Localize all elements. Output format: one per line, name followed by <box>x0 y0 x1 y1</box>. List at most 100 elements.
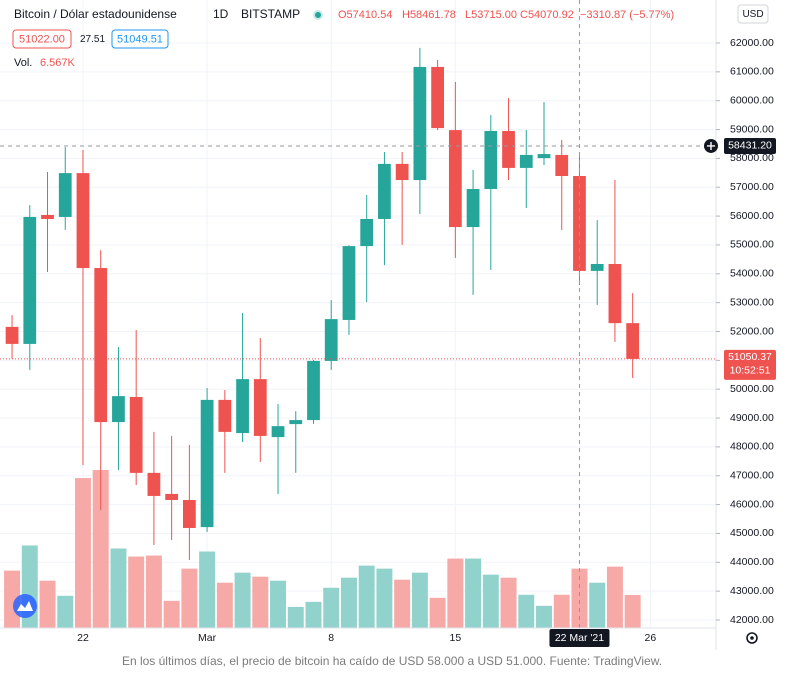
volume-bar <box>553 594 570 628</box>
y-tick-label: 49000.00 <box>730 412 774 424</box>
crosshair-date-tag <box>549 629 610 647</box>
volume-bar <box>340 577 357 628</box>
volume-bar <box>92 470 109 628</box>
candle-body <box>5 326 19 344</box>
volume-bar <box>110 548 127 628</box>
x-tick-label: 26 <box>645 632 657 644</box>
y-tick-label: 52000.00 <box>730 325 774 337</box>
y-tick-label: 54000.00 <box>730 268 774 280</box>
volume-bar <box>394 579 411 628</box>
logo-glyph <box>17 601 33 611</box>
volume-bar <box>270 580 287 628</box>
volume-bar <box>624 594 641 628</box>
candle-body <box>555 154 569 176</box>
volume-bar <box>287 606 304 628</box>
candle-body <box>519 154 533 168</box>
candle-body <box>608 263 622 324</box>
candle-body <box>626 323 640 359</box>
y-tick-label: 62000.00 <box>730 37 774 49</box>
x-tick-label: 15 <box>450 632 462 644</box>
volume-bar <box>163 600 180 628</box>
candle-body <box>342 246 356 320</box>
crosshair-price-tag <box>724 137 776 154</box>
volume-bar <box>482 574 499 628</box>
candle-body <box>360 218 374 247</box>
candle-body <box>573 175 586 271</box>
y-tick-label: 42000.00 <box>730 614 774 626</box>
candle-body <box>537 154 551 159</box>
volume-bar <box>199 551 216 628</box>
candle-body <box>58 173 72 217</box>
currency: USD <box>742 9 763 20</box>
bid: 51022.00 <box>19 33 65 45</box>
candle-body <box>129 396 143 473</box>
x-tick-label: 8 <box>328 632 334 644</box>
volume-bar <box>606 566 623 628</box>
volume-bar <box>411 572 428 628</box>
volume-bar <box>323 587 340 628</box>
tradingview-logo[interactable] <box>13 594 37 618</box>
y-tick-label: 48000.00 <box>730 441 774 453</box>
y-tick-label: 55000.00 <box>730 239 774 251</box>
ohlc-low: L53715.00 <box>465 9 517 21</box>
y-tick-label: 61000.00 <box>730 66 774 78</box>
volume-bar <box>75 478 91 628</box>
volume-bar <box>447 558 464 628</box>
y-tick-label: 53000.00 <box>730 296 774 308</box>
candle-body <box>431 66 444 129</box>
ask-box[interactable] <box>111 29 169 49</box>
ask: 51049.51 <box>117 33 163 45</box>
candle-body <box>502 130 515 168</box>
caption: En los últimos días, el precio de bitcoi… <box>122 654 662 668</box>
y-tick-label: 60000.00 <box>730 94 774 106</box>
settings-icon-center <box>750 636 754 640</box>
volume-bar <box>216 582 233 628</box>
y-tick-label: 44000.00 <box>730 556 774 568</box>
last-price-tag <box>724 349 776 380</box>
ohlc-change: −3310.87 (−5.77%) <box>580 9 674 21</box>
candle-body <box>466 188 480 228</box>
candle-body <box>395 163 409 181</box>
candle-body <box>76 173 90 269</box>
y-tick-label: 50000.00 <box>730 383 774 395</box>
volume-bar <box>305 601 322 628</box>
candle-body <box>23 216 37 344</box>
crosshair-price-label: 58431.20 <box>728 140 772 152</box>
interval: 1D <box>213 7 229 21</box>
volume-bar <box>518 594 535 628</box>
settings-icon[interactable] <box>746 632 758 644</box>
countdown: 10:52:51 <box>730 365 771 377</box>
x-tick-label: 22 <box>77 632 89 644</box>
volume-bar <box>571 568 588 628</box>
volume-bar <box>589 582 606 628</box>
candle-body <box>378 163 391 219</box>
candle-body <box>112 396 125 423</box>
add-alert-plus <box>707 141 715 150</box>
candle-body <box>253 379 267 436</box>
volume-bar <box>145 555 162 628</box>
bid-box[interactable] <box>12 29 72 49</box>
volume-bar <box>39 580 56 628</box>
ohlc-high: H58461.78 <box>402 9 456 21</box>
candle-body <box>236 379 249 434</box>
y-tick-label: 56000.00 <box>730 210 774 222</box>
volume-bar <box>181 568 198 628</box>
candle-body <box>200 399 214 528</box>
candle-body <box>590 263 604 271</box>
symbol-title: Bitcoin / Dólar estadounidense <box>14 7 177 21</box>
candle-body <box>165 493 179 500</box>
candle-body <box>484 130 498 189</box>
volume-bar <box>376 568 393 628</box>
spread: 27.51 <box>80 34 105 45</box>
y-tick-label: 43000.00 <box>730 585 774 597</box>
candle-body <box>182 499 196 528</box>
volume-bar <box>57 595 74 628</box>
volume-bar <box>465 558 482 628</box>
candle-body <box>94 268 108 423</box>
volume-bar <box>429 597 446 628</box>
currency-button[interactable] <box>737 4 769 24</box>
candle-body <box>147 472 161 496</box>
volume-title: Vol. <box>14 57 32 69</box>
candle-body <box>289 420 303 425</box>
y-tick-label: 57000.00 <box>730 181 774 193</box>
